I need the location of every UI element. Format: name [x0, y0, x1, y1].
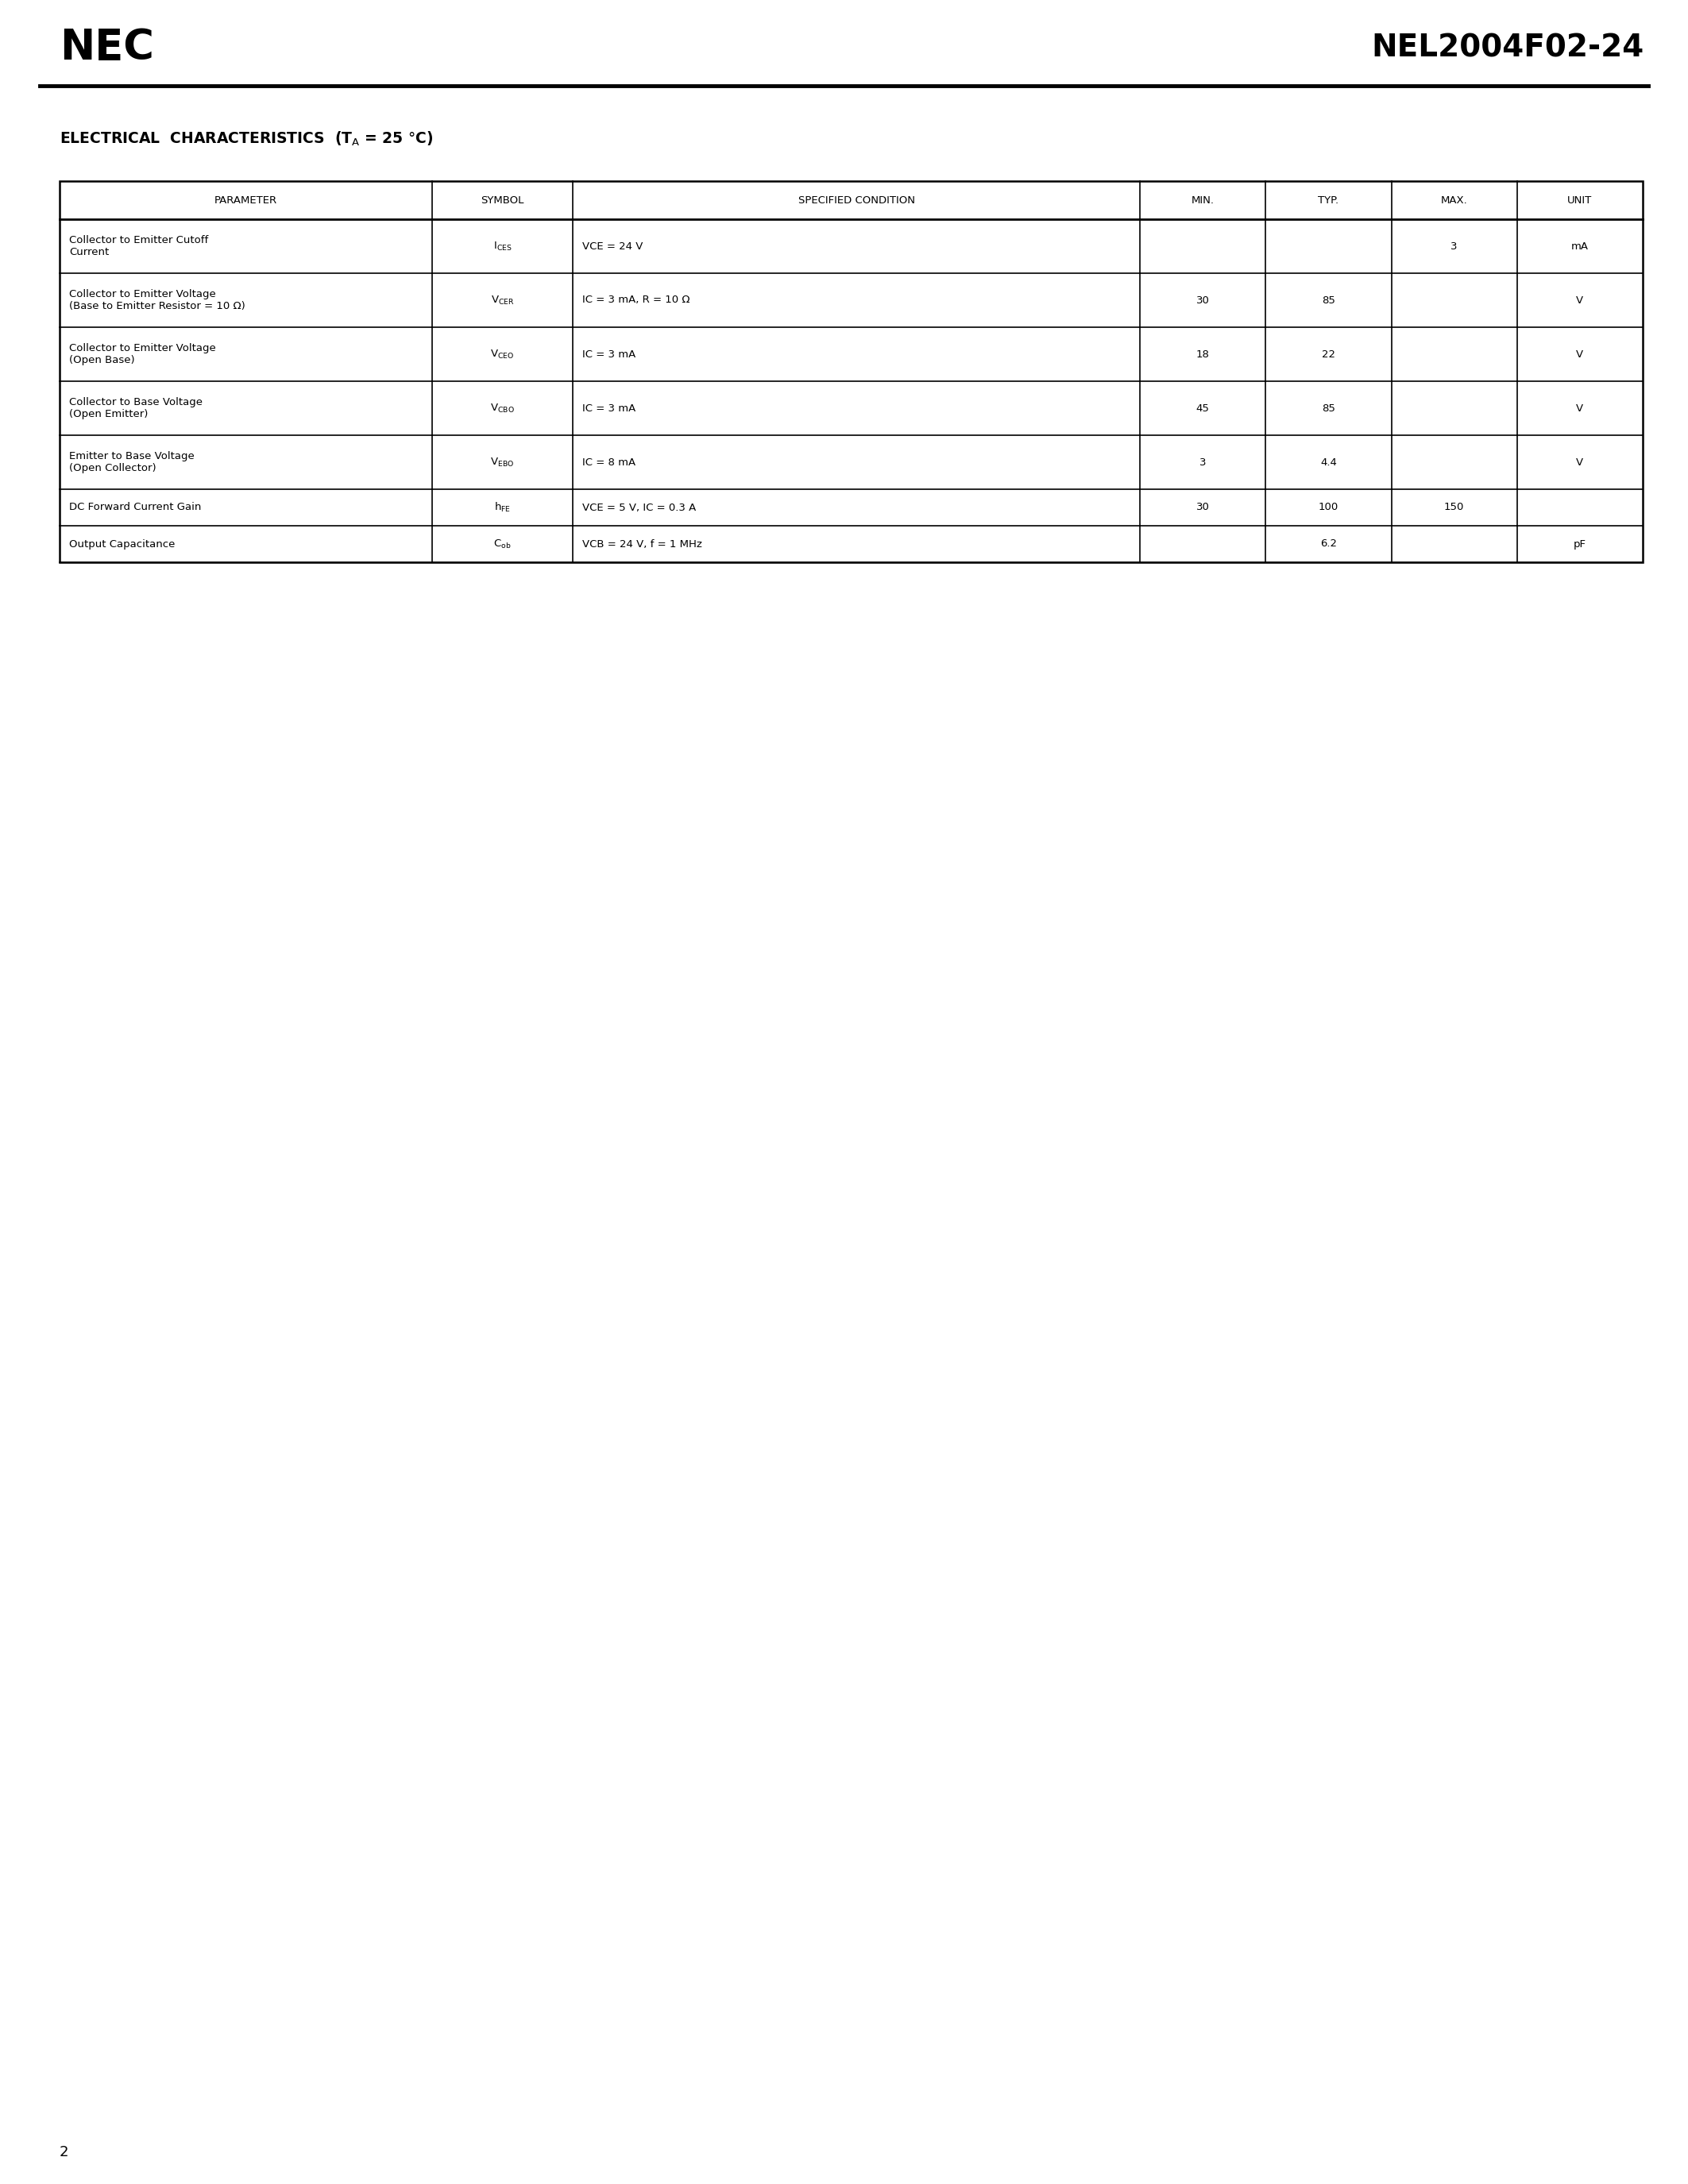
- Text: 85: 85: [1322, 404, 1335, 413]
- Text: IC = 3 mA, R = 10 Ω: IC = 3 mA, R = 10 Ω: [582, 295, 690, 306]
- Text: (Open Collector): (Open Collector): [69, 463, 157, 474]
- Text: UNIT: UNIT: [1568, 194, 1592, 205]
- Text: Output Capacitance: Output Capacitance: [69, 539, 176, 548]
- Text: IC = 8 mA: IC = 8 mA: [582, 456, 636, 467]
- Bar: [59, 181, 1642, 561]
- Text: V: V: [1577, 295, 1583, 306]
- Text: DC Forward Current Gain: DC Forward Current Gain: [69, 502, 201, 513]
- Text: 85: 85: [1322, 295, 1335, 306]
- Text: 30: 30: [1197, 502, 1210, 513]
- Text: PARAMETER: PARAMETER: [214, 194, 277, 205]
- Text: V: V: [1577, 404, 1583, 413]
- Text: 150: 150: [1445, 502, 1463, 513]
- Text: TYP.: TYP.: [1318, 194, 1339, 205]
- Text: ELECTRICAL  CHARACTERISTICS  (T$_{\mathsf{A}}$ = 25 $\degree$C): ELECTRICAL CHARACTERISTICS (T$_{\mathsf{…: [59, 131, 434, 149]
- Text: V$_{\mathsf{CBO}}$: V$_{\mathsf{CBO}}$: [490, 402, 515, 415]
- Text: 6.2: 6.2: [1320, 539, 1337, 548]
- Text: Collector to Emitter Voltage: Collector to Emitter Voltage: [69, 343, 216, 354]
- Text: 18: 18: [1197, 349, 1210, 360]
- Text: IC = 3 mA: IC = 3 mA: [582, 404, 636, 413]
- Text: MIN.: MIN.: [1192, 194, 1214, 205]
- Text: NEC: NEC: [59, 26, 154, 68]
- Text: Collector to Emitter Cutoff: Collector to Emitter Cutoff: [69, 236, 208, 245]
- Text: VCE = 5 V, IC = 0.3 A: VCE = 5 V, IC = 0.3 A: [582, 502, 697, 513]
- Text: IC = 3 mA: IC = 3 mA: [582, 349, 636, 360]
- Text: V$_{\mathsf{EBO}}$: V$_{\mathsf{EBO}}$: [491, 456, 515, 467]
- Text: Collector to Emitter Voltage: Collector to Emitter Voltage: [69, 288, 216, 299]
- Text: VCB = 24 V, f = 1 MHz: VCB = 24 V, f = 1 MHz: [582, 539, 702, 548]
- Text: 100: 100: [1318, 502, 1339, 513]
- Text: V: V: [1577, 456, 1583, 467]
- Text: 3: 3: [1200, 456, 1207, 467]
- Text: (Open Base): (Open Base): [69, 356, 135, 365]
- Text: Collector to Base Voltage: Collector to Base Voltage: [69, 397, 203, 406]
- Text: SPECIFIED CONDITION: SPECIFIED CONDITION: [798, 194, 915, 205]
- Text: h$_{\mathsf{FE}}$: h$_{\mathsf{FE}}$: [495, 500, 511, 513]
- Text: NEL2004F02-24: NEL2004F02-24: [1372, 33, 1644, 63]
- Text: (Base to Emitter Resistor = 10 Ω): (Base to Emitter Resistor = 10 Ω): [69, 301, 245, 312]
- Text: 3: 3: [1452, 240, 1458, 251]
- Text: VCE = 24 V: VCE = 24 V: [582, 240, 643, 251]
- Text: SYMBOL: SYMBOL: [481, 194, 523, 205]
- Text: 4.4: 4.4: [1320, 456, 1337, 467]
- Text: (Open Emitter): (Open Emitter): [69, 408, 149, 419]
- Text: V$_{\mathsf{CER}}$: V$_{\mathsf{CER}}$: [491, 295, 515, 306]
- Text: MAX.: MAX.: [1442, 194, 1467, 205]
- Text: 22: 22: [1322, 349, 1335, 360]
- Text: 30: 30: [1197, 295, 1210, 306]
- Text: V$_{\mathsf{CEO}}$: V$_{\mathsf{CEO}}$: [491, 347, 515, 360]
- Text: pF: pF: [1573, 539, 1587, 548]
- Text: V: V: [1577, 349, 1583, 360]
- Text: 2: 2: [59, 2145, 69, 2160]
- Text: Emitter to Base Voltage: Emitter to Base Voltage: [69, 450, 194, 461]
- Text: 45: 45: [1197, 404, 1210, 413]
- Text: C$_{\mathsf{ob}}$: C$_{\mathsf{ob}}$: [493, 537, 511, 550]
- Text: I$_{\mathsf{CES}}$: I$_{\mathsf{CES}}$: [493, 240, 511, 251]
- Text: Current: Current: [69, 247, 110, 258]
- Text: mA: mA: [1572, 240, 1588, 251]
